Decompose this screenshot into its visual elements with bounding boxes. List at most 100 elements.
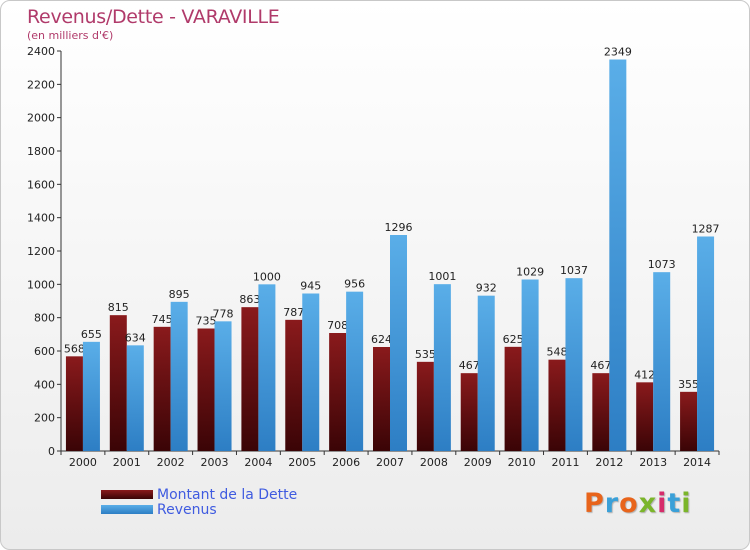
legend-label-dette: Montant de la Dette — [157, 486, 298, 503]
y-tick-label: 1400 — [27, 212, 55, 225]
x-tick-label: 2008 — [420, 456, 448, 469]
bar-dette — [285, 319, 303, 451]
bar-dette — [65, 356, 83, 451]
value-label-dette: 548 — [546, 346, 567, 359]
x-tick-label: 2010 — [508, 456, 536, 469]
logo-letter: i — [657, 488, 668, 519]
value-label-revenus: 655 — [81, 328, 102, 341]
x-tick-label: 2005 — [288, 456, 316, 469]
logo-letter: o — [619, 488, 639, 519]
value-label-dette: 535 — [415, 348, 436, 361]
y-tick-label: 400 — [34, 378, 55, 391]
y-tick-label: 800 — [34, 312, 55, 325]
value-label-dette: 467 — [459, 359, 480, 372]
value-label-revenus: 1296 — [385, 221, 413, 234]
bar-dette — [592, 373, 610, 451]
bar-revenus — [214, 321, 232, 451]
bar-dette — [548, 359, 566, 451]
value-label-dette: 568 — [64, 342, 85, 355]
value-label-revenus: 932 — [476, 282, 497, 295]
x-tick-label: 2013 — [639, 456, 667, 469]
bar-revenus — [697, 236, 715, 451]
bar-revenus — [170, 301, 188, 451]
bar-dette — [636, 382, 654, 451]
logo-letter: r — [604, 488, 620, 519]
value-label-revenus: 895 — [169, 288, 190, 301]
x-tick-label: 2007 — [376, 456, 404, 469]
bar-revenus — [433, 284, 451, 451]
value-label-revenus: 956 — [344, 278, 365, 291]
value-label-revenus: 1037 — [560, 264, 588, 277]
value-label-dette: 863 — [239, 293, 260, 306]
legend-swatch-dette — [101, 490, 153, 499]
x-tick-label: 2003 — [201, 456, 229, 469]
bar-revenus — [521, 279, 539, 451]
bar-revenus — [565, 278, 583, 451]
value-label-dette: 624 — [371, 333, 392, 346]
bar-dette — [197, 328, 215, 451]
value-label-dette: 735 — [196, 315, 217, 328]
bar-dette — [241, 307, 259, 451]
x-tick-label: 2001 — [113, 456, 141, 469]
bar-dette — [329, 333, 347, 451]
value-label-dette: 355 — [678, 378, 699, 391]
y-tick-label: 0 — [48, 445, 55, 458]
chart-subtitle: (en milliers d'€) — [27, 29, 114, 42]
bar-revenus — [346, 291, 364, 451]
y-tick-label: 1000 — [27, 278, 55, 291]
value-label-revenus: 1000 — [253, 270, 281, 283]
x-tick-label: 2012 — [595, 456, 623, 469]
y-tick-label: 1600 — [27, 178, 55, 191]
x-tick-label: 2009 — [464, 456, 492, 469]
bar-revenus — [258, 284, 276, 451]
legend-swatch-revenus — [101, 505, 153, 514]
value-label-revenus: 2349 — [604, 46, 632, 59]
y-tick-label: 1200 — [27, 245, 55, 258]
value-label-revenus: 1073 — [648, 258, 676, 271]
value-label-revenus: 945 — [300, 280, 321, 293]
y-tick-label: 200 — [34, 412, 55, 425]
value-label-dette: 708 — [327, 319, 348, 332]
y-tick-label: 2200 — [27, 78, 55, 91]
value-label-dette: 815 — [108, 301, 129, 314]
value-label-dette: 467 — [590, 359, 611, 372]
logo-letter: x — [638, 488, 658, 519]
legend: Montant de la Dette Revenus — [101, 486, 298, 518]
bar-dette — [460, 373, 478, 451]
x-tick-label: 2014 — [683, 456, 711, 469]
x-tick-label: 2006 — [332, 456, 360, 469]
x-tick-label: 2011 — [551, 456, 579, 469]
y-tick-label: 2000 — [27, 112, 55, 125]
proxiti-logo: Proxiti — [584, 488, 692, 519]
value-label-dette: 625 — [503, 333, 524, 346]
value-label-revenus: 1001 — [428, 270, 456, 283]
x-tick-label: 2000 — [69, 456, 97, 469]
bar-dette — [373, 347, 390, 451]
bar-revenus — [126, 345, 144, 451]
bar-revenus — [82, 341, 100, 451]
legend-label-revenus: Revenus — [157, 501, 217, 518]
logo-letter: t — [667, 488, 682, 519]
y-tick-label: 2400 — [27, 45, 55, 58]
value-label-dette: 787 — [283, 306, 304, 319]
value-label-revenus: 1287 — [692, 223, 720, 236]
value-label-revenus: 778 — [213, 307, 234, 320]
bar-revenus — [653, 272, 671, 451]
bar-dette — [109, 315, 127, 451]
x-tick-label: 2004 — [244, 456, 272, 469]
bar-dette — [680, 391, 698, 451]
y-tick-label: 1800 — [27, 145, 55, 158]
bar-dette — [153, 326, 171, 451]
bar-revenus — [302, 293, 320, 451]
value-label-dette: 412 — [634, 368, 655, 381]
y-tick-label: 600 — [34, 345, 55, 358]
bar-revenus — [390, 235, 407, 451]
bar-revenus — [477, 295, 495, 451]
logo-letter: i — [681, 488, 692, 519]
value-label-revenus: 1029 — [516, 266, 544, 279]
x-tick-label: 2002 — [157, 456, 185, 469]
bar-dette — [504, 346, 522, 451]
legend-item-revenus: Revenus — [101, 501, 297, 518]
